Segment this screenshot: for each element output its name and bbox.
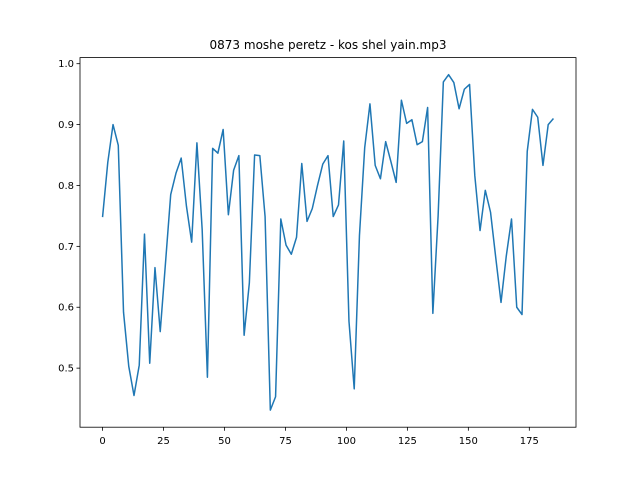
x-tick-label: 100 — [337, 436, 356, 447]
plot-frame — [79, 57, 577, 428]
x-tick-label: 175 — [520, 436, 539, 447]
y-tick-label: 1.0 — [58, 59, 74, 70]
x-tick-label: 75 — [279, 436, 292, 447]
y-tick-label: 0.8 — [58, 181, 74, 192]
x-tick-label: 150 — [459, 436, 478, 447]
x-tick-label: 125 — [398, 436, 417, 447]
chart-title: 0873 moshe peretz - kos shel yain.mp3 — [210, 38, 447, 52]
y-tick-label: 0.9 — [58, 120, 74, 131]
x-tick-label: 0 — [99, 436, 105, 447]
y-tick-label: 0.5 — [58, 364, 74, 375]
y-tick-label: 0.7 — [58, 242, 74, 253]
y-tick-label: 0.6 — [58, 303, 74, 314]
data-line — [101, 73, 555, 411]
x-tick-label: 50 — [218, 436, 231, 447]
x-tick-label: 25 — [157, 436, 170, 447]
